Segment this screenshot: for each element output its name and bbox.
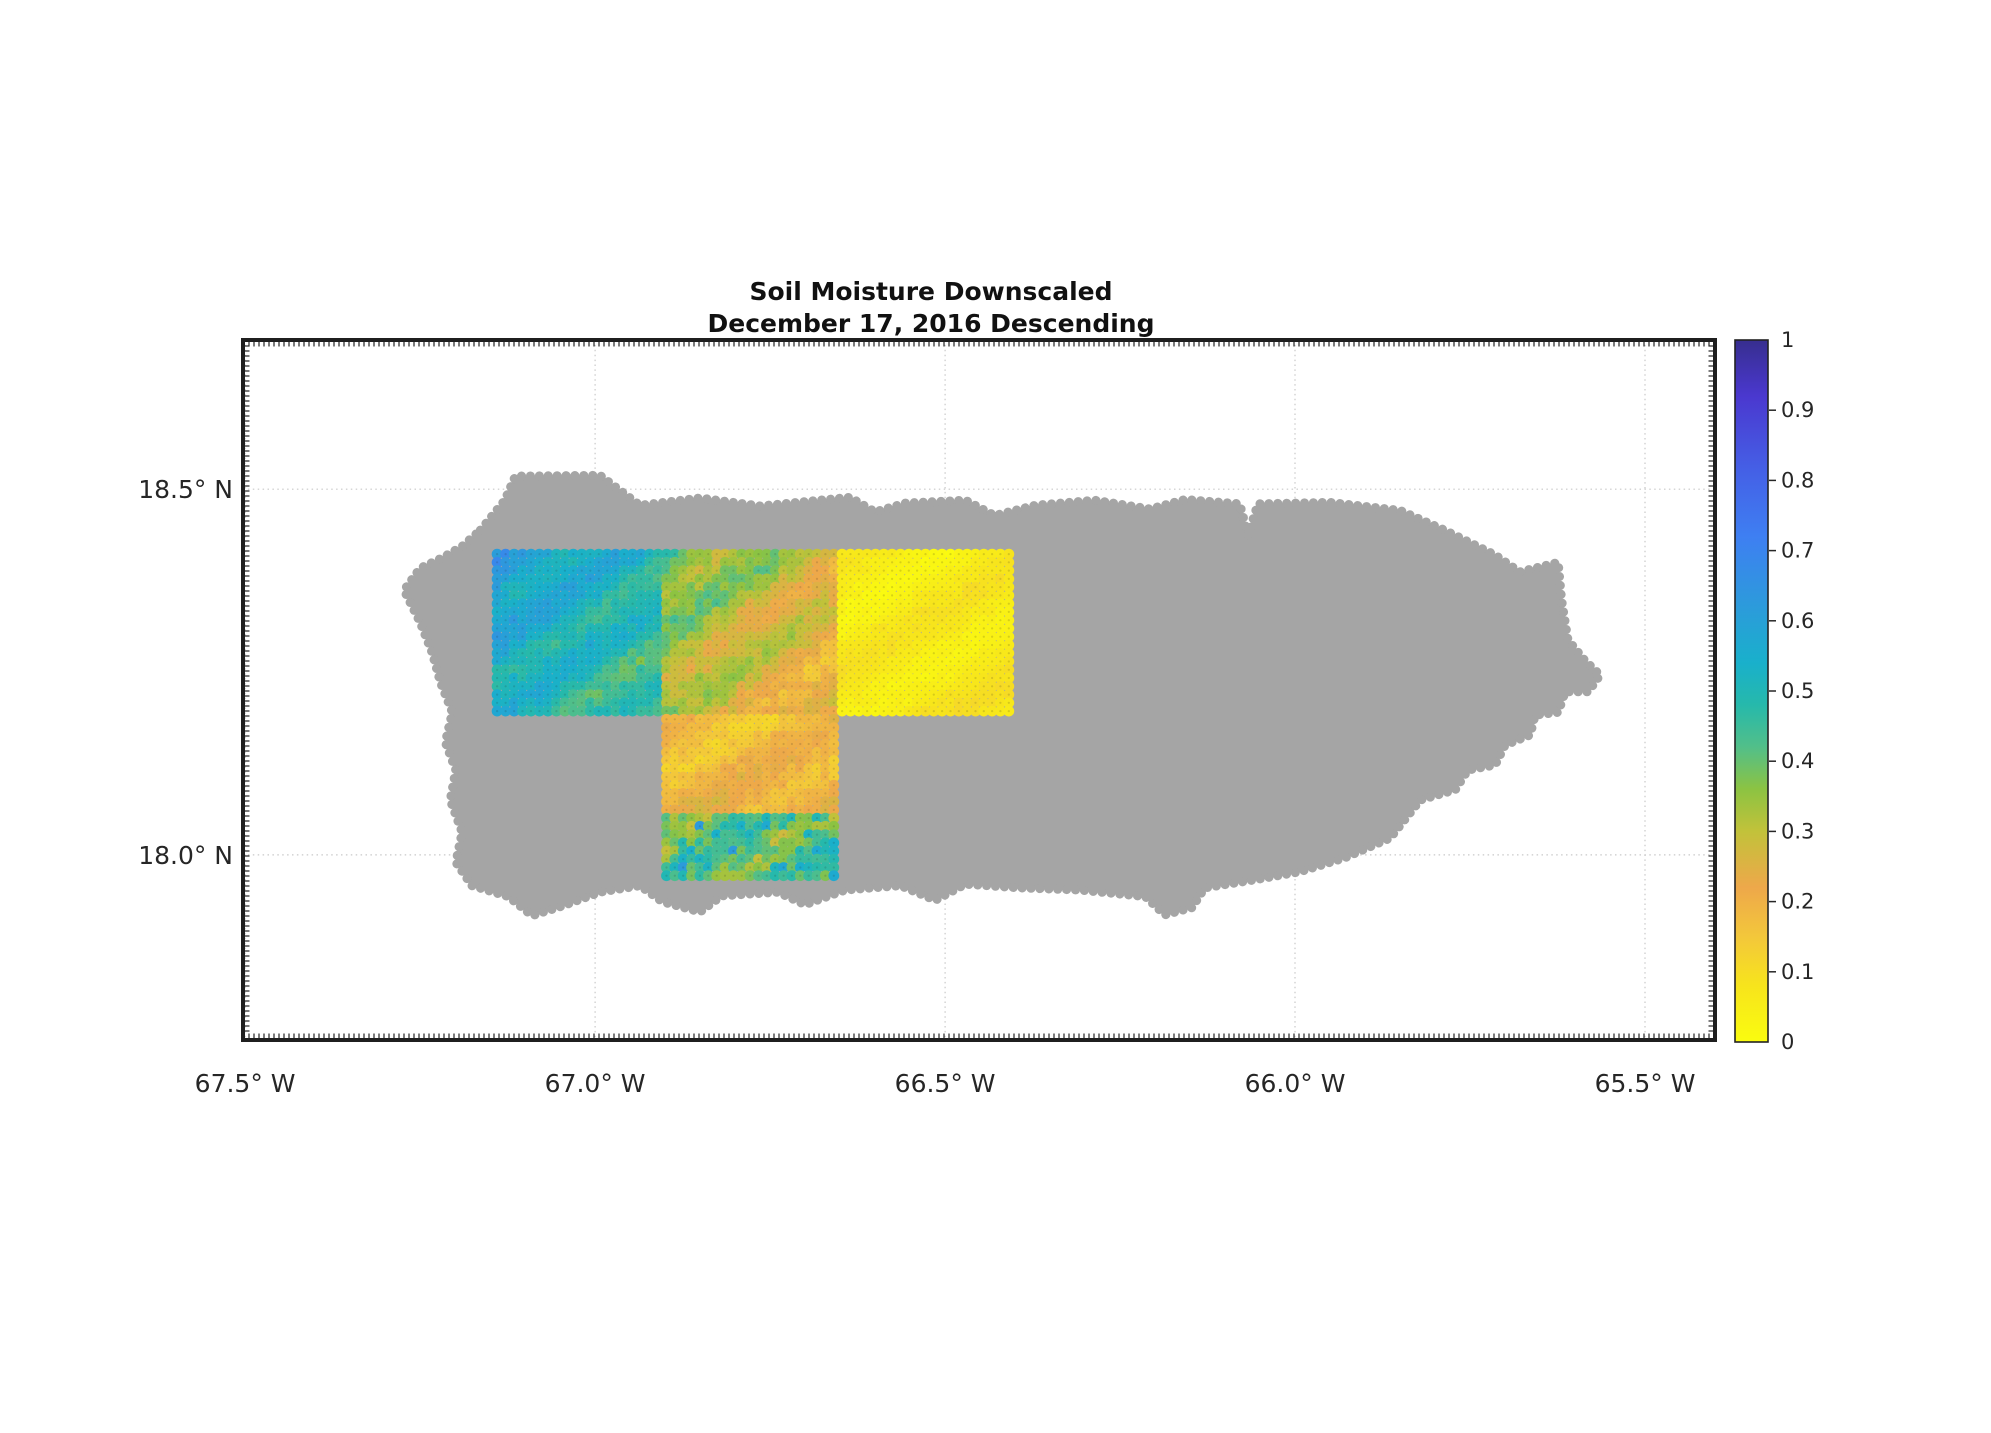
colorbar-label: 0.6 [1781, 609, 1814, 633]
axis-labels: 67.5° W 67.0° W 66.5° W 66.0° W 65.5° W 18.5°… [138, 475, 1695, 1098]
colorbar-label: 0.5 [1781, 679, 1814, 703]
colorbar-label: 0.9 [1781, 398, 1814, 422]
colorbar-label: 0 [1781, 1030, 1794, 1054]
x-tick-label: 67.0° W [545, 1069, 646, 1098]
northwest-cell-dots [491, 548, 664, 717]
colorbar-label: 0.8 [1781, 468, 1814, 492]
plot-border [241, 338, 1717, 1042]
x-tick-label: 65.5° W [1595, 1069, 1696, 1098]
colorbar-label: 1 [1781, 328, 1794, 352]
soil-moisture-cells-layer [491, 548, 1015, 882]
colorbar-label: 0.4 [1781, 749, 1814, 773]
colorbar-gradient [1734, 339, 1769, 1043]
y-tick-label: 18.0° N [138, 841, 233, 870]
northeast-cell-dots [836, 548, 1015, 717]
colorbar: 1 0.9 0.8 0.7 0.6 0.5 0.4 0.3 0.2 0.1 0 [1734, 328, 1814, 1054]
colorbar-label: 0.3 [1781, 819, 1814, 843]
plot-frame [241, 338, 1717, 1042]
y-tick-label: 18.5° N [138, 475, 233, 504]
colorbar-label: 0.2 [1781, 890, 1814, 914]
minor-ticks [245, 342, 1713, 1038]
x-tick-label: 66.0° W [1245, 1069, 1346, 1098]
north-central-cell-dots [661, 548, 840, 717]
x-tick-label: 67.5° W [195, 1069, 296, 1098]
x-tick-label: 66.5° W [895, 1069, 996, 1098]
south-central-cell-dots [661, 713, 840, 882]
colorbar-label: 0.1 [1781, 960, 1814, 984]
colorbar-label: 0.7 [1781, 539, 1814, 563]
chart-title-line2: December 17, 2016 Descending [707, 309, 1154, 338]
chart-title-line1: Soil Moisture Downscaled [749, 277, 1112, 306]
